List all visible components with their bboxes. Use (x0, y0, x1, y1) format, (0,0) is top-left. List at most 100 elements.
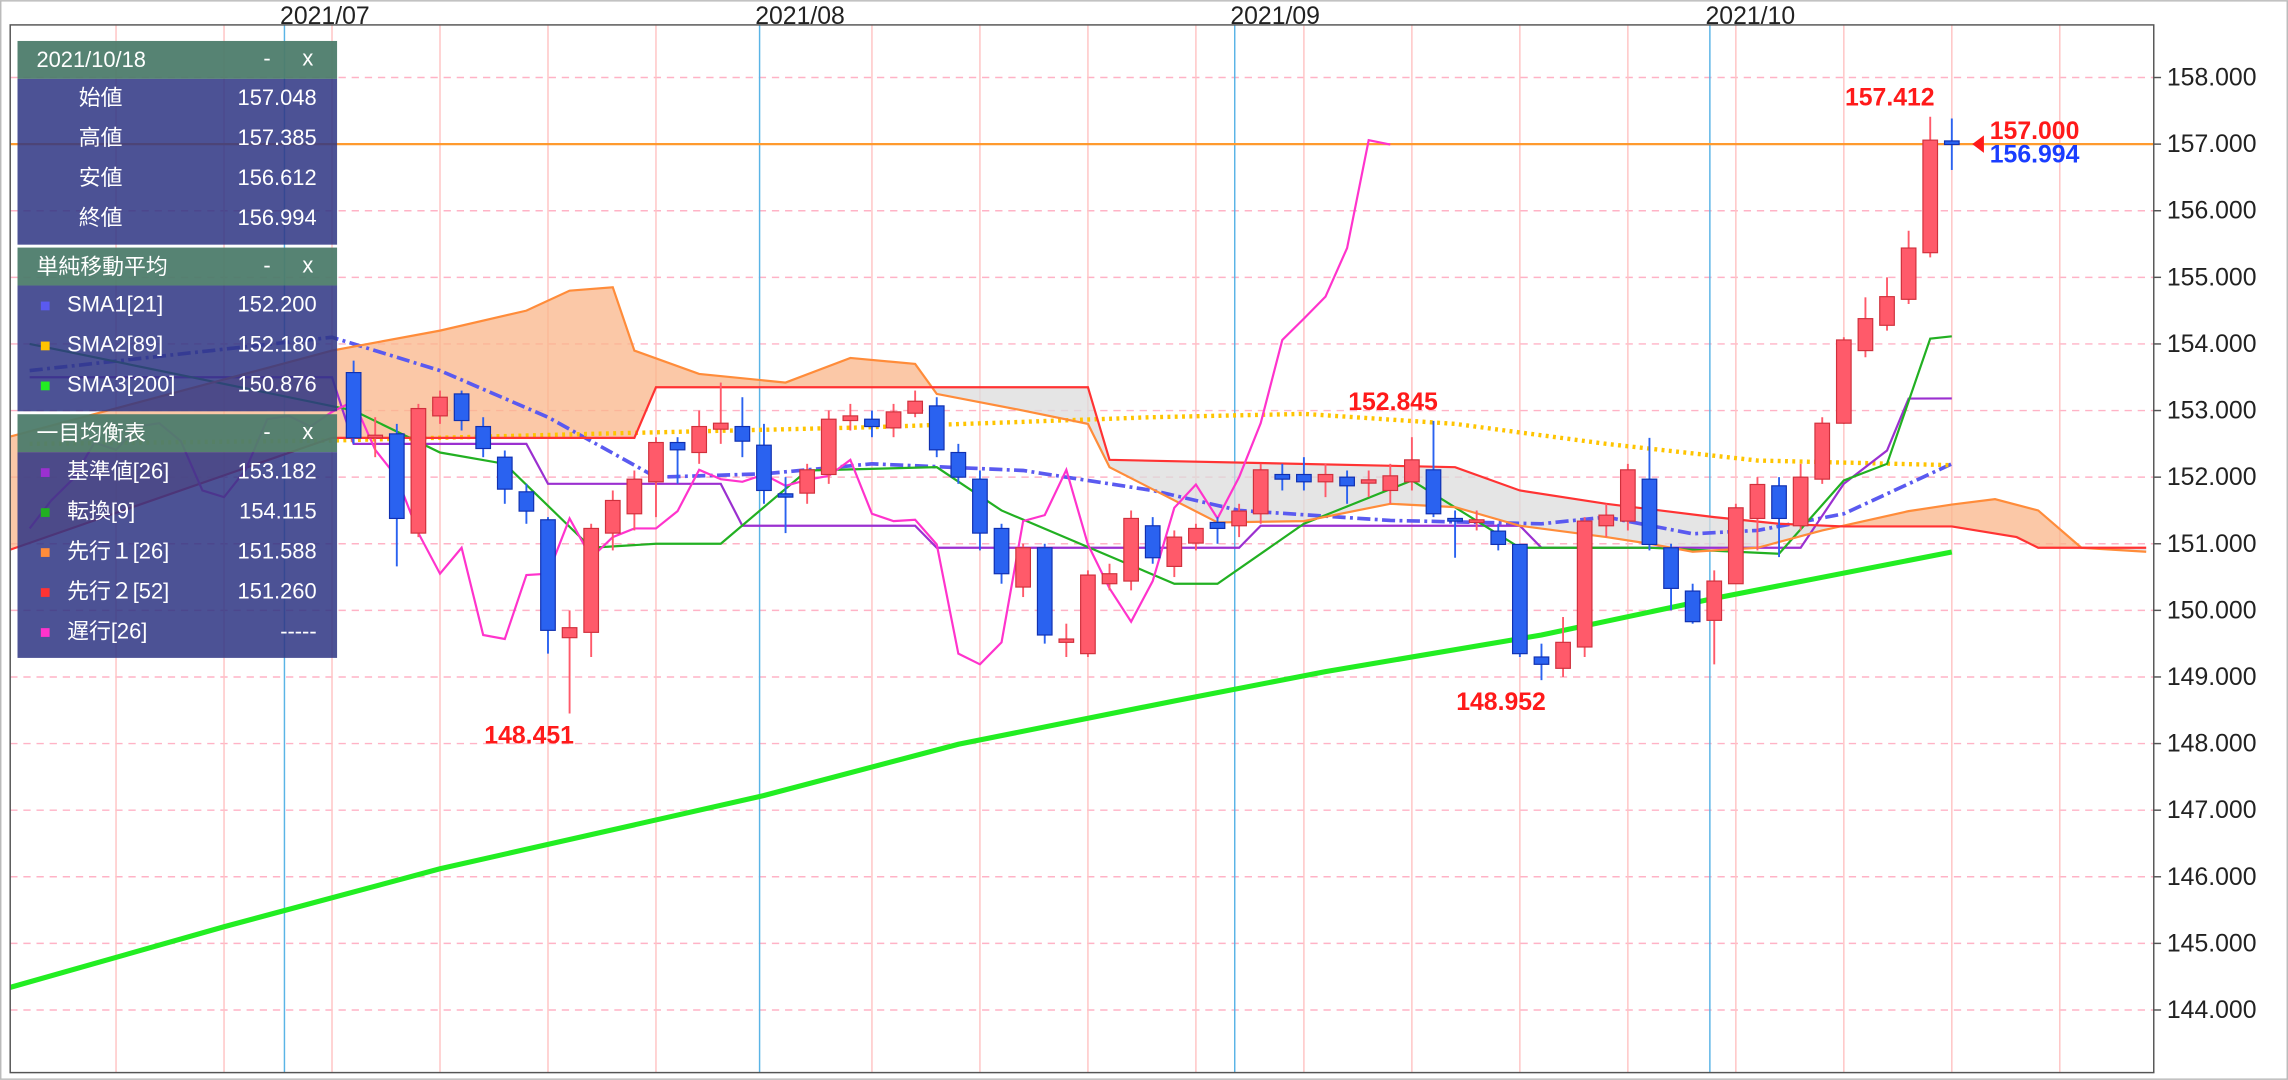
candle-body (1857, 318, 1874, 352)
panel-row-value: 152.200 (238, 292, 317, 317)
panel-body (17, 78, 338, 245)
axes: 144.000 145.000 146.000 147.000 148.000 149.0… (280, 3, 2256, 1024)
y-tick-label: 152.000 (2167, 464, 2257, 491)
legend-swatch (40, 301, 50, 311)
candle-body (756, 444, 772, 492)
candle-body (1425, 469, 1442, 515)
panel-header (17, 40, 338, 79)
candle-body (1404, 459, 1420, 483)
y-tick-label: 153.000 (2167, 398, 2257, 425)
candle-body (1490, 530, 1507, 546)
candle-body (1663, 547, 1679, 589)
candle-body (367, 434, 384, 439)
indicator-line (10, 549, 1953, 991)
candle-body (1727, 507, 1744, 585)
candle-body (1771, 485, 1787, 520)
x-tick-label: 2021/10 (1705, 3, 1795, 30)
annotation: 148.952 (1456, 689, 1546, 716)
candle-body (1360, 479, 1377, 484)
candle-body (1447, 517, 1463, 522)
panel-row-value: 152.180 (238, 332, 317, 357)
panel-row-value: 150.876 (238, 372, 317, 397)
panel-row-label: SMA2[89] (67, 332, 163, 357)
y-tick-label: 149.000 (2167, 664, 2257, 691)
candle-body (1015, 547, 1032, 588)
x-tick-label: 2021/08 (755, 3, 845, 30)
candle-body (1080, 574, 1096, 655)
candle-body (518, 491, 535, 512)
panel-minimize[interactable]: - (263, 419, 270, 444)
candle-body (1835, 339, 1852, 424)
candle-body (972, 478, 988, 534)
candle-body (1943, 140, 1960, 146)
y-tick-label: 158.000 (2167, 65, 2257, 92)
candle-body (1641, 478, 1658, 546)
candle-body (1511, 543, 1528, 655)
panel-title: 一目均衡表 (36, 420, 145, 445)
candle-body (583, 527, 600, 633)
cloud-fill (10, 287, 931, 550)
candle-body (1814, 422, 1831, 480)
plot (10, 116, 2154, 991)
plot-border (9, 24, 2155, 1074)
y-tick-label: 144.000 (2167, 997, 2257, 1024)
panel-row-label: SMA3[200] (67, 372, 175, 397)
indicator-line (29, 335, 1953, 536)
panel-row-label: 先行１[26] (67, 538, 169, 563)
legend-swatch (40, 548, 50, 557)
panel-minimize[interactable]: - (263, 252, 270, 277)
panel-row-value: 151.588 (238, 538, 317, 563)
panel-close[interactable]: x (302, 46, 313, 71)
y-tick-label: 154.000 (2167, 331, 2257, 358)
panel-body (17, 285, 338, 412)
candle-body (561, 627, 578, 639)
candle-body (432, 396, 448, 417)
candle-body (1339, 476, 1355, 487)
panel-row-label: SMA1[21] (67, 292, 163, 317)
candle-body (1166, 536, 1183, 567)
legend-swatch (40, 628, 50, 637)
candle-body (1900, 247, 1917, 300)
candle-body (777, 493, 794, 498)
y-tick-label: 148.000 (2167, 731, 2257, 758)
candle-body (1468, 519, 1485, 524)
candle-body (1231, 510, 1247, 527)
candle-body (453, 393, 470, 422)
panel-title: 単純移動平均 (36, 254, 167, 279)
candle-body (410, 407, 427, 534)
y-tick-label: 156.000 (2167, 198, 2257, 225)
cloud-fill (1839, 499, 2082, 548)
panel-row-value: 153.182 (238, 458, 317, 483)
panel-minimize[interactable]: - (263, 46, 270, 71)
x-tick-label: 2021/07 (280, 3, 370, 30)
x-tick-label: 2021/09 (1230, 3, 1320, 30)
candle-body (993, 527, 1010, 575)
candle-body (1619, 469, 1636, 522)
price-label: 157.000 (1990, 118, 2080, 145)
panel-row-label: 始値 (79, 85, 123, 110)
panel-row-label: 高値 (79, 125, 123, 150)
y-tick-label: 147.000 (2167, 797, 2257, 824)
candle-body (1296, 473, 1312, 483)
panel-title: 2021/10/18 (36, 47, 145, 72)
panel-close[interactable]: x (302, 252, 313, 277)
y-tick-label: 157.000 (2167, 131, 2257, 158)
candle-body (648, 441, 664, 483)
panel-row-label: 終値 (79, 205, 123, 230)
indicator-line (10, 386, 2147, 551)
candle-body (1036, 547, 1053, 636)
y-tick-label: 146.000 (2167, 864, 2257, 891)
candle-body (388, 433, 405, 520)
price-label: 156.994 (1990, 142, 2080, 169)
y-tick-label: 145.000 (2167, 930, 2257, 957)
panel-row-label: 安値 (79, 165, 123, 190)
candle-body (604, 499, 621, 534)
candle-body (1209, 521, 1226, 530)
panel-row-label: 先行２[52] (67, 578, 169, 603)
panel-row-value: ----- (280, 618, 316, 643)
panel-close[interactable]: x (302, 419, 313, 444)
candle-body (842, 415, 859, 422)
panel-row-value: 154.115 (239, 498, 316, 523)
candle-body (1317, 473, 1334, 483)
candle-body (1555, 641, 1571, 669)
